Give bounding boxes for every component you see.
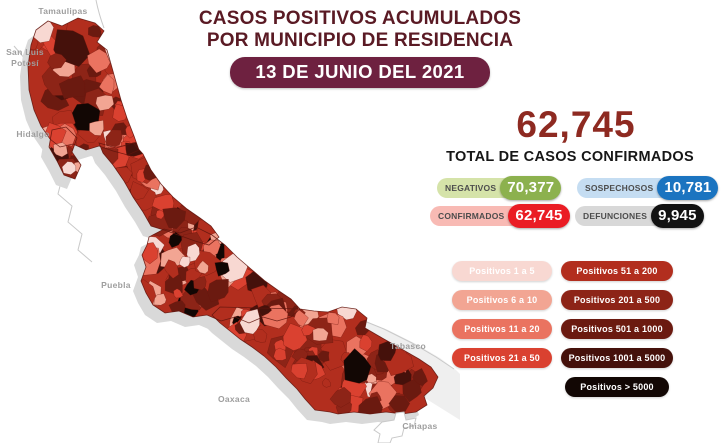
state-outline — [48, 126, 82, 180]
tabasco-coast-line — [351, 315, 455, 370]
legend-pill-1001-5000: Positivos 1001 a 5000 — [561, 348, 673, 368]
state-label: Potosí — [11, 58, 39, 68]
badge-confirmados-value: 62,745 — [508, 204, 570, 228]
badge-negativos-value: 70,377 — [500, 176, 562, 200]
state-label: Tabasco — [390, 341, 426, 351]
badge-defunciones-label: DEFUNCIONES — [575, 206, 666, 226]
legend-pill-501-1000: Positivos 501 a 1000 — [561, 319, 673, 339]
legend-pill-201-500: Positivos 201 a 500 — [561, 290, 673, 310]
state-label: Tamaulipas — [38, 6, 87, 16]
page-title: CASOS POSITIVOS ACUMULADOS POR MUNICIPIO… — [168, 8, 552, 52]
badge-confirmados: CONFIRMADOS 62,745 — [430, 204, 570, 228]
map-area: Tamaulipas San Luis Potosí Hidalgo Puebla Oax… — [6, 0, 460, 443]
legend-pill-11-20: Positivos 11 a 20 — [452, 319, 552, 339]
legend-pill-1-5: Positivos 1 a 5 — [452, 261, 552, 281]
state-label: San Luis — [6, 47, 44, 57]
date-badge: 13 DE JUNIO DEL 2021 — [230, 56, 490, 88]
state-outline — [140, 226, 301, 324]
badge-sospechosos-label: SOSPECHOSOS — [577, 178, 672, 198]
badge-defunciones: DEFUNCIONES 9,945 — [575, 204, 704, 228]
state-outline — [211, 306, 439, 415]
legend-pill-21-50: Positivos 21 a 50 — [452, 348, 552, 368]
title-line2: POR MUNICIPIO DE RESIDENCIA — [206, 29, 514, 51]
legend-pill-over-5000: Positivos > 5000 — [565, 377, 669, 397]
badge-confirmados-label: CONFIRMADOS — [430, 206, 523, 226]
legend-pill-51-200: Positivos 51 a 200 — [561, 261, 673, 281]
state-label: Puebla — [101, 280, 131, 290]
chiapas-border-line — [373, 411, 417, 443]
legend-pill-6-10: Positivos 6 a 10 — [452, 290, 552, 310]
badge-sospechosos: SOSPECHOSOS 10,781 — [577, 176, 719, 200]
tamaulipas-coast-line — [95, 0, 105, 29]
state-label: Chiapas — [402, 421, 437, 431]
badge-negativos: NEGATIVOS 70,377 — [437, 176, 562, 200]
badge-negativos-label: NEGATIVOS — [437, 178, 515, 198]
badge-defunciones-value: 9,945 — [651, 204, 704, 228]
title-line1: CASOS POSITIVOS ACUMULADOS — [198, 8, 522, 29]
state-label: Oaxaca — [218, 394, 250, 404]
state-label: Hidalgo — [16, 129, 49, 139]
header: CASOS POSITIVOS ACUMULADOS POR MUNICIPIO… — [168, 8, 552, 88]
badge-sospechosos-value: 10,781 — [657, 176, 719, 200]
state-outline — [98, 142, 220, 246]
total-confirmed-label: TOTAL DE CASOS CONFIRMADOS — [446, 149, 694, 165]
total-confirmed-value: 62,745 — [516, 104, 636, 145]
